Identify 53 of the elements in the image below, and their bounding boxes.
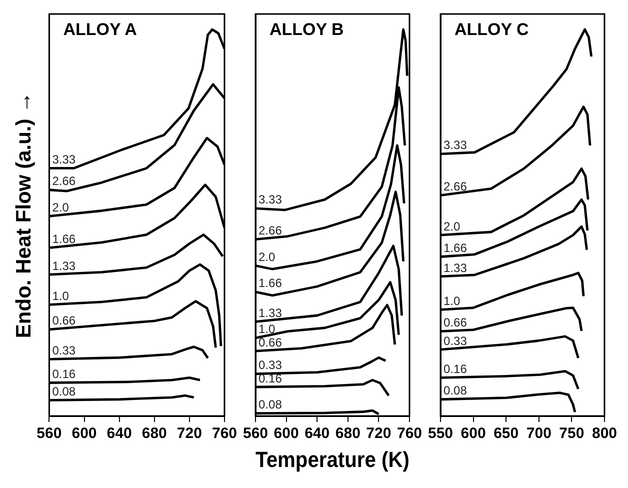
x-tick-label: 640 [304, 425, 330, 442]
x-tick-label: 720 [366, 425, 392, 442]
series-label: 2.0 [444, 219, 461, 234]
series-label: 1.33 [444, 260, 468, 275]
x-tick-label: 760 [396, 425, 422, 442]
series-label: 1.0 [444, 294, 461, 308]
x-tick-label: 560 [243, 425, 268, 442]
series-label: 3.33 [444, 138, 468, 152]
x-tick-label: 600 [274, 425, 299, 442]
x-tick-label: 600 [460, 425, 486, 442]
chart-title: ALLOY B [270, 20, 344, 40]
series-label: 2.0 [52, 200, 70, 214]
x-tick-label: 680 [142, 425, 167, 442]
series-label: 0.08 [258, 398, 282, 412]
series-label: 0.08 [52, 384, 76, 398]
y-axis-title: Endo. Heat Flow (a.u.) → [12, 92, 36, 338]
series-label: 2.66 [258, 224, 282, 238]
x-tick-label: 600 [72, 425, 97, 442]
series-label: 0.33 [258, 358, 282, 372]
series-label: 0.08 [444, 384, 468, 398]
series-label: 1.0 [52, 288, 70, 303]
series-label: 0.16 [258, 371, 282, 386]
series-label: 0.16 [444, 362, 468, 376]
x-tick-label: 650 [494, 425, 519, 442]
chart-title: ALLOY A [63, 20, 137, 40]
series-label: 2.0 [258, 250, 276, 264]
series-label: 2.66 [52, 174, 76, 188]
x-tick-label: 800 [592, 425, 617, 442]
series-label: 1.66 [258, 276, 282, 290]
x-tick-label: 750 [559, 425, 584, 442]
series-label: 3.33 [52, 152, 76, 167]
series-label: 0.16 [52, 367, 76, 382]
x-tick-label: 550 [428, 425, 454, 442]
chart-title: ALLOY C [454, 20, 529, 40]
x-axis-title: Temperature (K) [256, 448, 410, 472]
series-label: 0.66 [258, 335, 282, 350]
x-tick-label: 680 [335, 425, 360, 442]
x-tick-label: 700 [526, 425, 552, 442]
x-tick-label: 640 [106, 425, 132, 442]
x-tick-label: 720 [176, 425, 202, 442]
series-label: 0.33 [52, 343, 76, 358]
x-tick-label: 560 [36, 425, 62, 442]
series-label: 1.33 [258, 306, 282, 320]
series-label: 1.0 [258, 322, 276, 336]
series-label: 0.66 [52, 314, 76, 328]
series-label: 1.33 [52, 258, 76, 273]
series-label: 3.33 [258, 192, 282, 207]
series-label: 1.66 [52, 232, 76, 246]
series-label: 0.66 [444, 316, 468, 330]
x-tick-label: 760 [212, 425, 237, 442]
series-label: 2.66 [444, 180, 468, 194]
series-label: 0.33 [444, 334, 468, 348]
series-label: 1.66 [444, 241, 468, 256]
